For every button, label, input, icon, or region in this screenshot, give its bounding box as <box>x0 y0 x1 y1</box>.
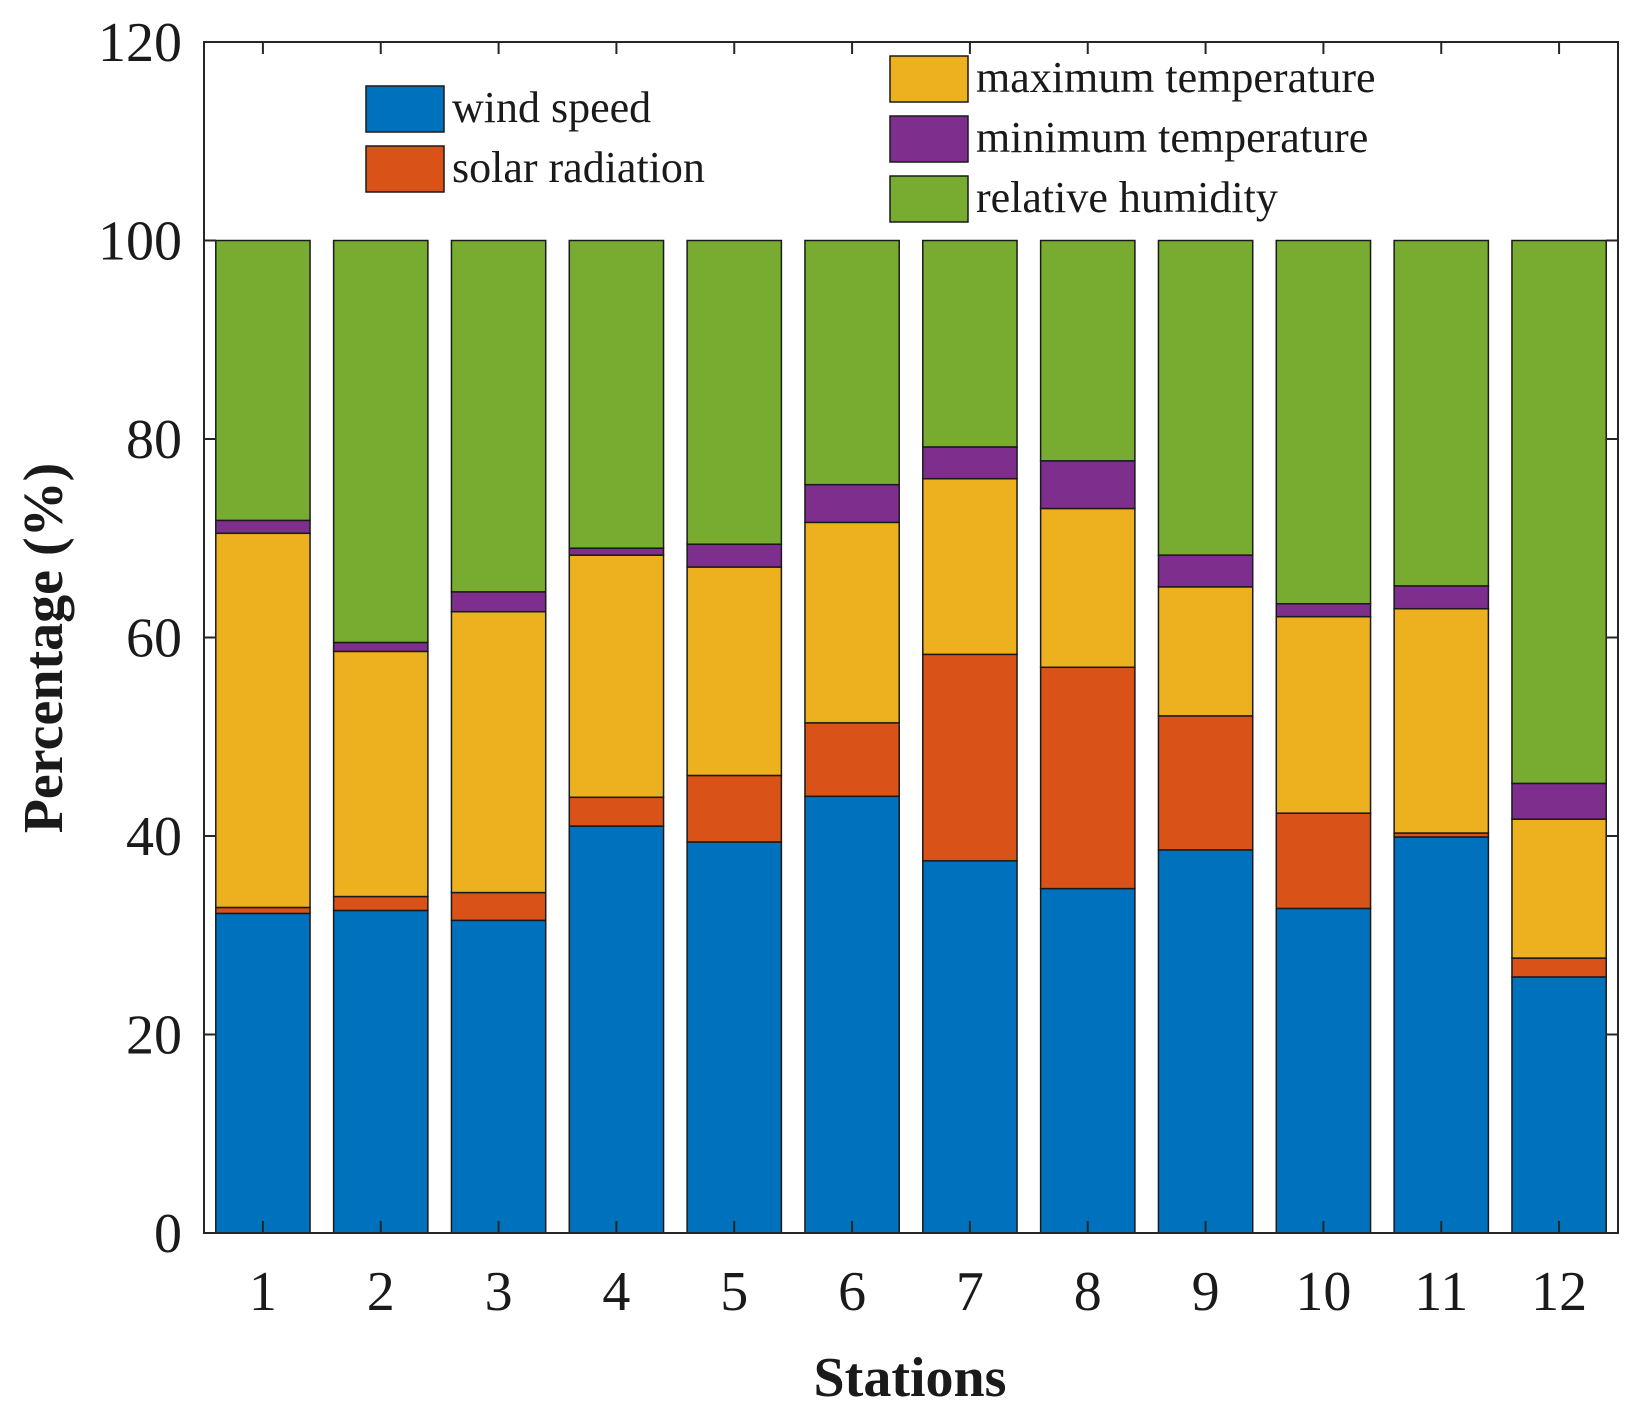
bar-station-1-relative-humidity <box>215 239 311 522</box>
x-tick-label-6: 6 <box>838 1261 866 1323</box>
bar-station-12-wind-speed <box>1511 976 1607 1234</box>
legend-label-relative-humidity: relative humidity <box>976 173 1278 222</box>
bar-station-1-maximum-temperature <box>215 532 311 909</box>
y-tick-label-100: 100 <box>98 211 182 273</box>
bar-station-7-wind-speed <box>922 860 1018 1234</box>
bar-station-12-relative-humidity <box>1511 239 1607 785</box>
x-tick-label-3: 3 <box>485 1261 513 1323</box>
bar-station-11-relative-humidity <box>1393 239 1490 587</box>
bar-station-8-minimum-temperature <box>1039 460 1136 510</box>
y-tick-label-120: 120 <box>98 12 182 74</box>
bar-station-7-minimum-temperature <box>922 446 1018 480</box>
bar-station-5-relative-humidity <box>686 239 783 545</box>
bar-station-4-maximum-temperature <box>568 554 665 799</box>
x-tick-label-4: 4 <box>602 1261 630 1323</box>
plot-area <box>204 42 1618 1233</box>
legend-swatch-relative-humidity <box>889 175 969 223</box>
y-tick-label-60: 60 <box>126 608 182 670</box>
bar-station-10-minimum-temperature <box>1275 603 1372 618</box>
bar-station-7-relative-humidity <box>922 239 1018 448</box>
legend-swatch-solar-radiation <box>365 145 445 193</box>
x-tick-label-8: 8 <box>1074 1261 1102 1323</box>
bar-station-12-maximum-temperature <box>1511 818 1607 959</box>
x-tick-label-7: 7 <box>956 1261 984 1323</box>
x-tick-label-10: 10 <box>1295 1261 1351 1323</box>
y-tick-label-20: 20 <box>126 1005 182 1067</box>
bar-station-8-solar-radiation <box>1039 666 1136 890</box>
bar-station-6-maximum-temperature <box>804 521 900 724</box>
bar-station-9-solar-radiation <box>1157 715 1254 851</box>
bar-station-2-maximum-temperature <box>332 650 429 898</box>
x-tick-label-9: 9 <box>1192 1261 1220 1323</box>
bar-station-6-minimum-temperature <box>804 483 900 524</box>
legend: wind speed solar radiation maximum tempera… <box>365 53 1376 223</box>
bar-station-7-maximum-temperature <box>922 477 1018 656</box>
bar-station-11-maximum-temperature <box>1393 607 1490 834</box>
y-tick-label-40: 40 <box>126 806 182 868</box>
bar-station-10-solar-radiation <box>1275 812 1372 910</box>
bar-station-2-relative-humidity <box>332 239 429 644</box>
bar-station-2-minimum-temperature <box>332 641 429 653</box>
bar-station-3-relative-humidity <box>450 239 547 593</box>
bar-station-2-wind-speed <box>332 909 429 1234</box>
y-axis-title: Percentage (%) <box>13 463 75 834</box>
bar-station-10-maximum-temperature <box>1275 615 1372 814</box>
bar-station-6-solar-radiation <box>804 722 900 798</box>
bar-station-4-relative-humidity <box>568 239 665 549</box>
bar-station-1-wind-speed <box>215 912 311 1234</box>
bar-station-8-maximum-temperature <box>1039 507 1136 669</box>
bar-station-9-minimum-temperature <box>1157 554 1254 588</box>
bar-station-6-wind-speed <box>804 795 900 1234</box>
x-tick-label-12: 12 <box>1531 1261 1587 1323</box>
bars-layer <box>215 239 1607 1234</box>
y-tick-label-80: 80 <box>126 409 182 471</box>
legend-label-maximum-temperature: maximum temperature <box>976 53 1376 102</box>
bar-station-9-wind-speed <box>1157 849 1254 1234</box>
plot-background <box>204 42 1618 1233</box>
bar-station-9-maximum-temperature <box>1157 586 1254 717</box>
x-tick-label-11: 11 <box>1414 1261 1468 1323</box>
bar-station-10-wind-speed <box>1275 907 1372 1234</box>
bar-station-4-minimum-temperature <box>568 547 665 556</box>
legend-swatch-minimum-temperature <box>889 115 969 163</box>
bar-station-8-relative-humidity <box>1039 239 1136 462</box>
bar-station-5-minimum-temperature <box>686 543 783 568</box>
bar-station-5-maximum-temperature <box>686 566 783 777</box>
x-tick-label-2: 2 <box>367 1261 395 1323</box>
bar-station-7-solar-radiation <box>922 653 1018 862</box>
bar-station-2-solar-radiation <box>332 895 429 912</box>
bar-station-1-minimum-temperature <box>215 519 311 535</box>
x-axis-title: Stations <box>814 1347 1007 1409</box>
bar-station-12-solar-radiation <box>1511 957 1607 978</box>
bar-station-4-wind-speed <box>568 825 665 1234</box>
x-tick-label-1: 1 <box>249 1261 277 1323</box>
x-tick-label-5: 5 <box>720 1261 748 1323</box>
bar-station-11-wind-speed <box>1393 836 1490 1234</box>
legend-label-solar-radiation: solar radiation <box>452 143 705 192</box>
bar-station-6-relative-humidity <box>804 239 900 486</box>
legend-swatch-wind-speed <box>365 85 445 133</box>
bar-station-3-maximum-temperature <box>450 610 547 894</box>
bar-station-5-solar-radiation <box>686 774 783 843</box>
bar-station-1-solar-radiation <box>215 906 311 915</box>
bar-station-12-minimum-temperature <box>1511 782 1607 820</box>
legend-label-minimum-temperature: minimum temperature <box>976 113 1368 162</box>
legend-swatch-maximum-temperature <box>889 55 969 103</box>
bar-station-5-wind-speed <box>686 841 783 1234</box>
bar-station-11-minimum-temperature <box>1393 585 1490 610</box>
bar-station-3-minimum-temperature <box>450 591 547 613</box>
y-tick-label-0: 0 <box>154 1203 182 1265</box>
bar-station-9-relative-humidity <box>1157 239 1254 556</box>
bar-station-10-relative-humidity <box>1275 239 1372 605</box>
bar-station-3-solar-radiation <box>450 891 547 922</box>
legend-label-wind-speed: wind speed <box>452 83 651 132</box>
bar-station-3-wind-speed <box>450 919 547 1234</box>
bar-station-4-solar-radiation <box>568 796 665 827</box>
bar-station-8-wind-speed <box>1039 887 1136 1234</box>
